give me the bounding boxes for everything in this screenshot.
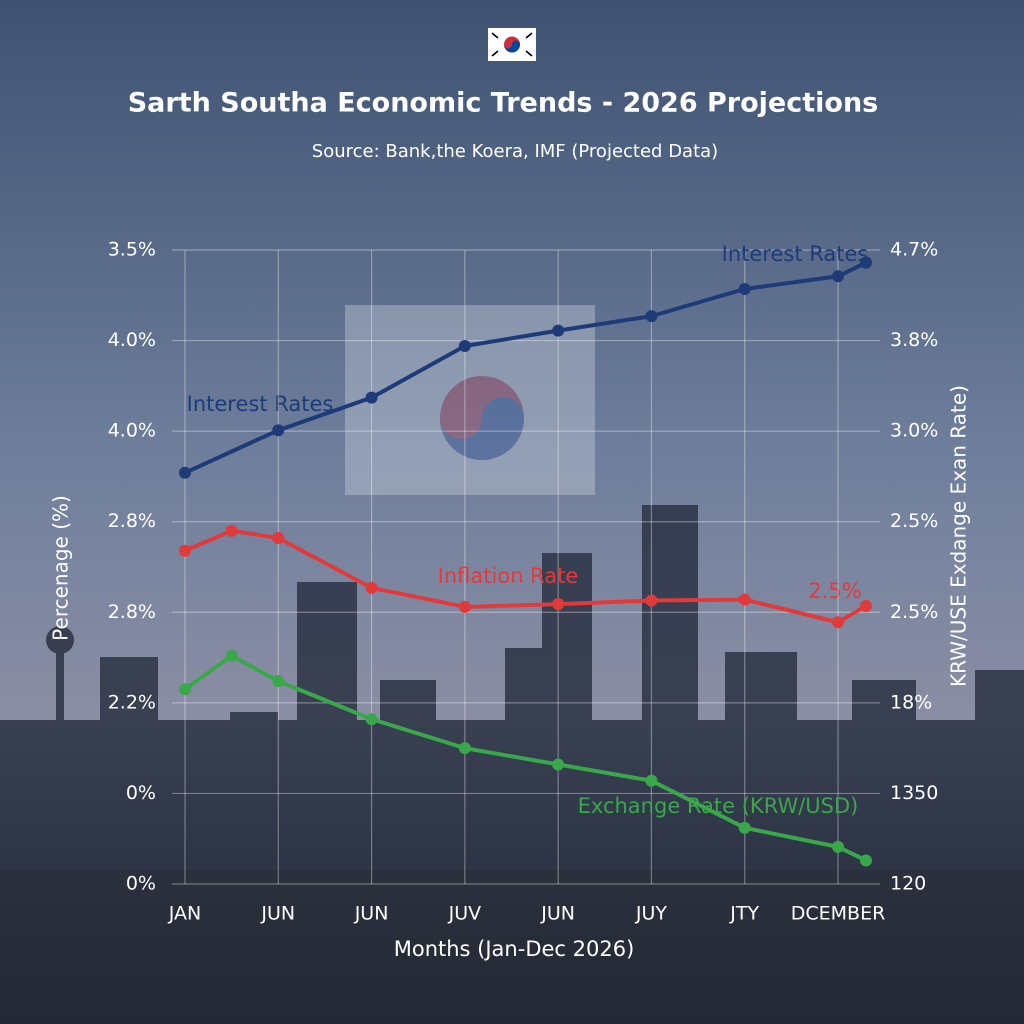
- series-label: Interest Rates: [722, 242, 869, 266]
- point: [645, 774, 658, 787]
- point: [272, 424, 285, 437]
- chart-title: Sarth Southa Economic Trends - 2026 Proj…: [128, 88, 879, 119]
- point: [179, 544, 191, 557]
- x-tick-label: JUV: [448, 903, 482, 925]
- point: [860, 854, 872, 867]
- point: [272, 532, 285, 545]
- x-axis-label: Months (Jan-Dec 2026): [394, 937, 635, 961]
- x-tick-label: JUN: [354, 903, 389, 925]
- point: [552, 598, 565, 611]
- y-tick-label: 4.0%: [108, 420, 156, 442]
- point: [738, 593, 751, 606]
- y2-tick-label: 18%: [890, 691, 932, 713]
- point: [738, 821, 751, 834]
- point: [832, 270, 845, 283]
- x-tick-label: JAN: [168, 903, 201, 925]
- y-tick-label: 0%: [126, 873, 156, 895]
- point: [225, 649, 238, 662]
- y2-tick-label: 2.5%: [890, 510, 938, 532]
- y-tick-label: 4.0%: [108, 329, 156, 351]
- y-tick-label: 2.2%: [108, 691, 156, 713]
- y-tick-label: 0%: [126, 782, 156, 804]
- y2-tick-label: 2.5%: [890, 601, 938, 623]
- x-tick-label: JUY: [635, 903, 668, 925]
- point: [860, 256, 872, 269]
- point: [832, 840, 845, 853]
- point: [458, 340, 471, 353]
- y2-tick-label: 4.7%: [890, 239, 938, 261]
- point: [860, 599, 872, 612]
- point: [458, 742, 471, 755]
- annotation: 2.5%: [808, 579, 861, 603]
- point: [458, 600, 471, 613]
- flag-icon: [488, 28, 536, 61]
- water: [0, 870, 1024, 1024]
- x-tick-label: JTY: [729, 903, 759, 925]
- point: [832, 616, 845, 629]
- series-line: [184, 528, 868, 625]
- point: [365, 581, 378, 594]
- y2-axis-label: KRW/USE Exdange Exan Rate): [947, 385, 971, 687]
- y2-tick-label: 3.0%: [890, 420, 938, 442]
- y-tick-label: 3.5%: [108, 239, 156, 261]
- chart-subtitle: Source: Bank,the Koera, IMF (Projected D…: [312, 141, 718, 162]
- point: [179, 466, 191, 479]
- point: [552, 758, 565, 771]
- point: [645, 594, 658, 607]
- y-tick-label: 2.8%: [108, 510, 156, 532]
- point: [179, 683, 191, 696]
- series-label: Exchange Rate (KRW/USD): [578, 794, 859, 818]
- point: [738, 282, 751, 295]
- y2-tick-label: 120: [890, 873, 926, 895]
- point: [272, 675, 285, 688]
- series-line: [183, 653, 867, 863]
- point: [552, 324, 565, 337]
- point: [365, 391, 378, 404]
- point: [365, 713, 378, 726]
- x-tick-label: JUN: [540, 903, 575, 925]
- skyline: [0, 505, 1024, 870]
- annotation: Interest Rates: [187, 392, 334, 416]
- x-tick-label: JUN: [260, 903, 295, 925]
- y2-tick-label: 1350: [890, 782, 938, 804]
- y-tick-label: 2.8%: [108, 601, 156, 623]
- y2-tick-label: 3.8%: [890, 329, 938, 351]
- faint-flag: [345, 305, 595, 495]
- point: [225, 524, 238, 537]
- x-tick-label: DCEMBER: [791, 903, 886, 925]
- y-axis-label: Percenage (%): [49, 495, 73, 641]
- series-label: Inflation Rate: [438, 564, 579, 588]
- point: [645, 310, 658, 323]
